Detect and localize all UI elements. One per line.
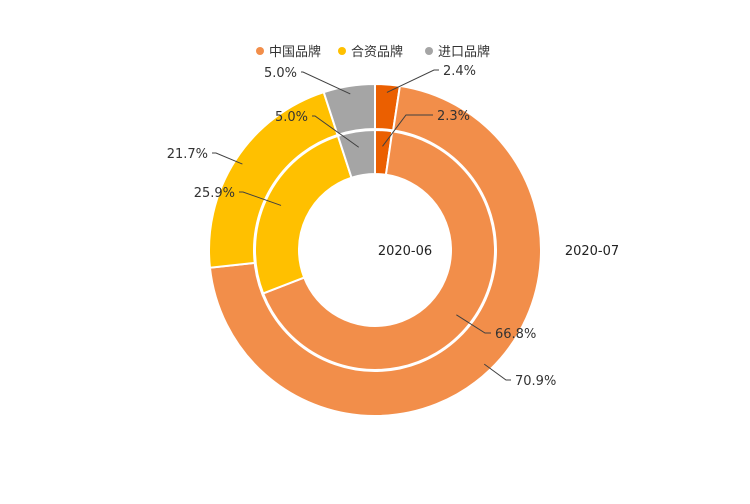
legend-swatch-1 [338, 47, 346, 55]
data-label-outer-3: 5.0% [264, 66, 297, 81]
data-label-inner-3: 5.0% [275, 110, 308, 125]
data-label-inner-1: 66.8% [495, 327, 536, 342]
slice-outer-3 [322, 82, 376, 137]
leader-line-outer-1 [483, 363, 511, 381]
legend-label-2: 进口品牌 [438, 44, 490, 60]
slice-inner-3 [336, 128, 376, 179]
series-name-inner: 2020-06 [378, 244, 432, 259]
data-label-outer-2: 21.7% [167, 147, 208, 162]
legend-item-2[interactable]: 进口品牌 [425, 44, 490, 60]
legend-swatch-2 [425, 47, 433, 55]
legend: 中国品牌 合资品牌 进口品牌 [256, 44, 490, 60]
leader-line-outer-0 [386, 69, 439, 93]
data-label-inner-0: 2.3% [437, 109, 470, 124]
leader-line-inner-3 [312, 115, 360, 148]
series-name-outer: 2020-07 [565, 244, 619, 259]
slice-outer-1 [208, 84, 542, 417]
legend-label-1: 合资品牌 [351, 44, 403, 60]
data-label-outer-1: 70.9% [515, 374, 556, 389]
leader-line-inner-2 [239, 191, 282, 206]
slice-inner-1 [261, 130, 496, 371]
leader-line-inner-1 [456, 314, 491, 334]
legend-swatch-0 [256, 47, 264, 55]
data-label-inner-2: 25.9% [194, 186, 235, 201]
legend-item-0[interactable]: 中国品牌 [256, 44, 321, 60]
leader-line-outer-3 [301, 71, 351, 95]
data-labels: 2.3% 66.8% 25.9% 5.0% 2.4% 70.9% 21.7% 5.0% [167, 64, 557, 389]
series-names: 2020-06 2020-07 [378, 244, 619, 259]
leader-line-outer-2 [212, 152, 243, 165]
donut-rings [208, 82, 542, 417]
leader-line-inner-0 [382, 114, 433, 147]
data-label-outer-0: 2.4% [443, 64, 476, 79]
legend-label-0: 中国品牌 [269, 44, 321, 60]
legend-item-1[interactable]: 合资品牌 [338, 44, 403, 60]
